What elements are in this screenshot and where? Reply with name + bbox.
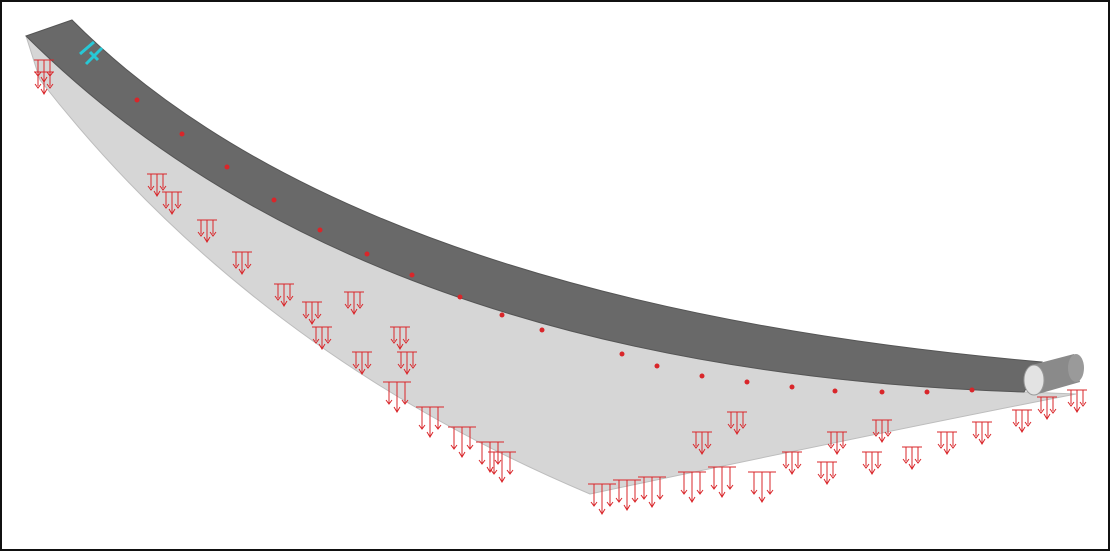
node-dots <box>134 97 975 395</box>
beam-side-face <box>25 35 1077 495</box>
axis-marker <box>79 40 104 66</box>
end-support <box>1023 354 1084 396</box>
